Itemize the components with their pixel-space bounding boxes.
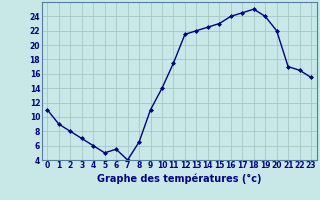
X-axis label: Graphe des températures (°c): Graphe des températures (°c) bbox=[97, 173, 261, 184]
